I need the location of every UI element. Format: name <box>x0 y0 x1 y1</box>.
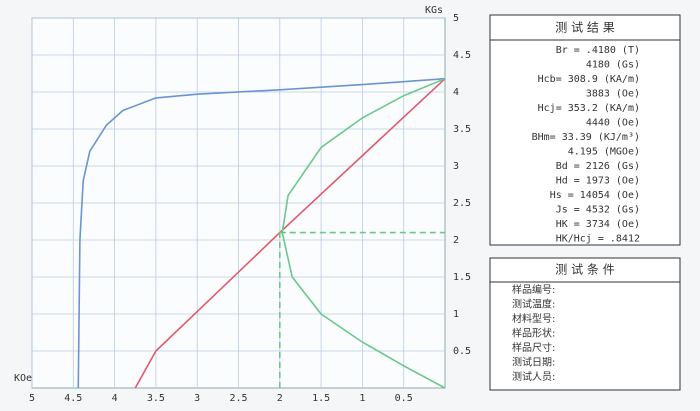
results-title: 测 试 结 果 <box>555 20 614 35</box>
x-tick-label: 1 <box>359 393 365 404</box>
result-row: 4440 (Oe) <box>586 118 640 129</box>
condition-label: 样品形状: <box>512 327 555 340</box>
curve <box>77 77 446 389</box>
y-tick-label: 2.5 <box>453 198 471 209</box>
condition-label: 测试人员: <box>512 370 555 383</box>
result-row: Hcb= 308.9 (KA/m) <box>538 74 640 85</box>
condition-label: 样品编号: <box>512 283 555 296</box>
result-row: HK/Hcj = .8412 <box>556 234 640 245</box>
x-tick-label: 5 <box>29 393 35 404</box>
result-row: Hs = 14054 (Oe) <box>550 190 640 201</box>
result-row: Br = .4180 (T) <box>556 45 640 56</box>
y-tick-label: 5 <box>453 13 459 24</box>
result-row: Hcj= 353.2 (KA/m) <box>538 103 640 114</box>
y-tick-label: 3.5 <box>453 124 471 135</box>
x-tick-label: 1.5 <box>312 393 330 404</box>
x-tick-label: 0.5 <box>395 393 413 404</box>
x-axis-label: KOe <box>14 373 32 384</box>
result-row: Hd = 1973 (Oe) <box>556 176 640 187</box>
x-tick-label: 2 <box>277 393 283 404</box>
condition-label: 样品尺寸: <box>512 341 555 354</box>
y-tick-label: 0.5 <box>453 346 471 357</box>
y-tick-label: 1 <box>453 309 459 320</box>
y-axis-label: KGs <box>425 5 443 16</box>
y-tick-label: 1.5 <box>453 272 471 283</box>
x-tick-label: 4 <box>112 393 118 404</box>
condition-label: 测试日期: <box>512 356 555 369</box>
result-row: Js = 4532 (Gs) <box>556 205 640 216</box>
x-tick-label: 2.5 <box>229 393 247 404</box>
y-tick-label: 4 <box>453 87 459 98</box>
result-row: 4180 (Gs) <box>586 60 640 71</box>
condition-label: 材料型号: <box>512 312 555 325</box>
x-tick-label: 3 <box>194 393 200 404</box>
result-row: BHm= 33.39 (KJ/m³) <box>532 132 640 143</box>
conditions-title: 测 试 条 件 <box>555 262 614 277</box>
result-row: 4.195 (MGOe) <box>568 147 640 158</box>
result-row: Bd = 2126 (Gs) <box>556 161 640 172</box>
y-tick-label: 2 <box>453 235 459 246</box>
x-tick-label: 3.5 <box>147 393 165 404</box>
conditions-panel <box>489 257 681 391</box>
result-row: 3883 (Oe) <box>586 89 640 100</box>
y-tick-label: 4.5 <box>453 50 471 61</box>
result-row: HK = 3734 (Oe) <box>556 219 640 230</box>
results-panel <box>489 14 681 246</box>
curve <box>134 78 446 389</box>
y-tick-label: 3 <box>453 161 459 172</box>
x-tick-label: 4.5 <box>64 393 82 404</box>
condition-label: 测试温度: <box>512 298 555 311</box>
